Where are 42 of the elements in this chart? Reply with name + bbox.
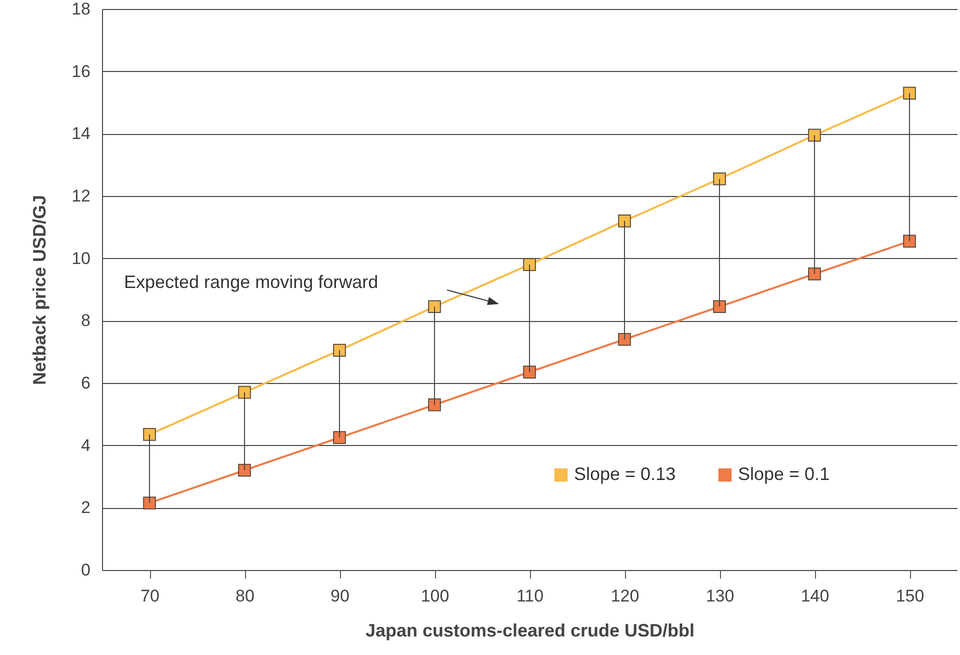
legend-label: Slope = 0.1 — [738, 464, 830, 484]
x-tick-label: 100 — [420, 586, 450, 606]
point — [903, 234, 916, 248]
y-tick-label: 6 — [81, 374, 90, 392]
x-tick-label: 120 — [610, 586, 640, 606]
y-tick-label: 4 — [81, 436, 90, 455]
point — [713, 172, 726, 186]
x-tick-label: 140 — [800, 586, 830, 606]
x-tick-label: 80 — [236, 586, 254, 606]
point — [808, 268, 821, 280]
point — [618, 332, 631, 346]
point — [428, 398, 441, 412]
y-tick-label: 12 — [72, 186, 90, 206]
y-axis-title: Netback price USD/GJ — [30, 194, 50, 386]
y-tick-label: 0 — [81, 560, 90, 580]
x-tick-label: 110 — [516, 586, 544, 606]
point — [428, 300, 441, 314]
point — [523, 258, 536, 271]
point — [523, 366, 536, 379]
legend-label: Slope = 0.13 — [574, 464, 676, 484]
point — [903, 86, 916, 100]
point — [808, 128, 821, 142]
point — [333, 344, 346, 357]
y-tick-label: 18 — [72, 0, 90, 18]
point — [143, 496, 156, 510]
point — [333, 431, 346, 444]
point — [618, 214, 631, 228]
x-tick-label: 150 — [896, 586, 924, 606]
point — [143, 428, 156, 441]
annotation: Expected range moving forward — [124, 272, 378, 292]
y-tick-label: 2 — [81, 498, 90, 518]
y-tick-label: 14 — [72, 124, 90, 144]
x-tick-label: 90 — [330, 586, 350, 606]
y-tick-label: 16 — [72, 62, 90, 81]
point — [238, 386, 251, 399]
x-tick-label: 130 — [706, 586, 734, 606]
x-tick-label: 70 — [140, 586, 160, 606]
y-tick-label: 10 — [72, 248, 90, 268]
point — [713, 300, 726, 314]
y-tick-label: 8 — [81, 311, 90, 330]
x-axis-title: Japan customs-cleared crude USD/bbl — [365, 620, 695, 640]
point — [238, 464, 251, 477]
